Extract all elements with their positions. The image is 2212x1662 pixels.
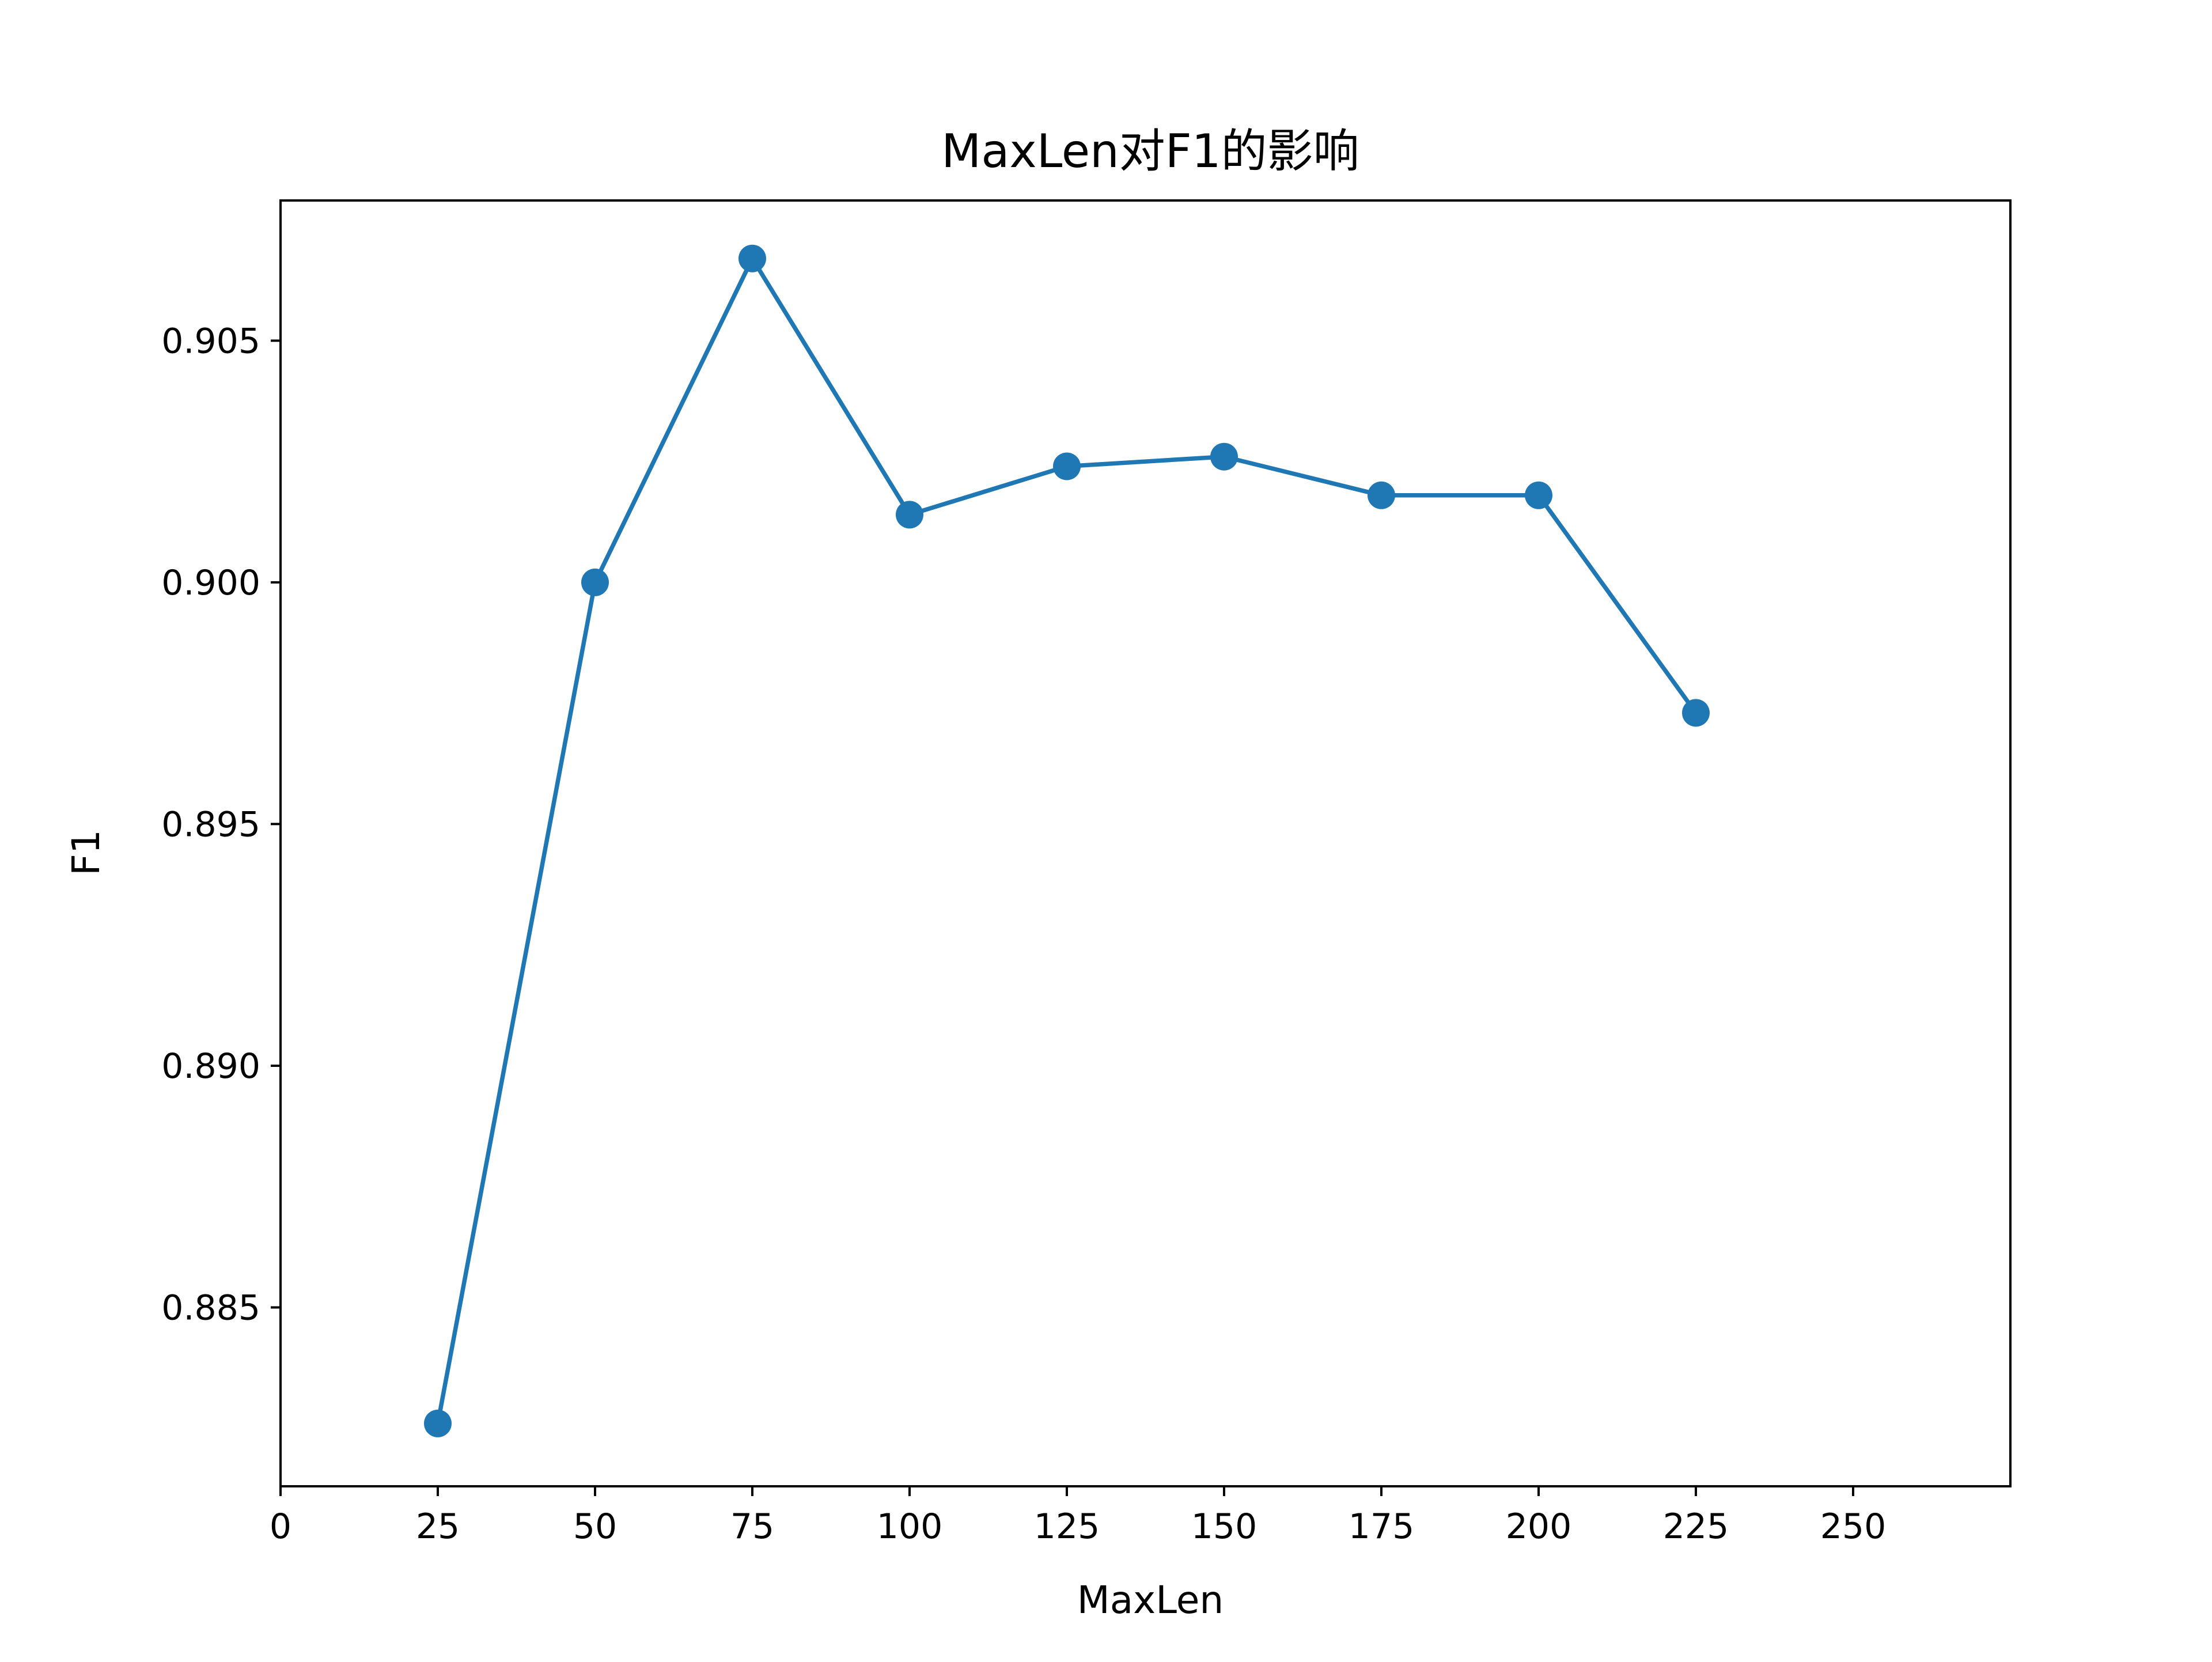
x-tick-label-150: 150 — [1191, 1506, 1257, 1547]
x-tick-label-0: 0 — [270, 1506, 291, 1547]
data-point-200 — [1525, 481, 1552, 509]
y-tick-label-0.905: 0.905 — [161, 321, 260, 361]
data-point-25 — [424, 1409, 452, 1437]
y-axis-label: F1 — [64, 830, 108, 876]
data-point-125 — [1053, 452, 1081, 480]
data-point-50 — [581, 568, 609, 596]
x-tick-label-75: 75 — [730, 1506, 774, 1547]
x-tick-label-250: 250 — [1820, 1506, 1887, 1547]
data-point-100 — [896, 501, 923, 529]
y-tick-label-0.9: 0.900 — [161, 563, 260, 603]
x-tick-label-225: 225 — [1663, 1506, 1729, 1547]
data-point-225 — [1682, 699, 1710, 727]
plot-frame — [279, 199, 2012, 1487]
x-tick-label-25: 25 — [416, 1506, 460, 1547]
x-axis-label: MaxLen — [1077, 1578, 1224, 1622]
data-point-175 — [1368, 481, 1395, 509]
data-point-150 — [1210, 442, 1238, 471]
x-tick-label-200: 200 — [1506, 1506, 1572, 1547]
plot-area: 0 25 50 75 100 125 150 175 200 225 250 0.885 0.890 0.… — [161, 199, 2012, 1547]
y-tick-label-0.89: 0.890 — [161, 1046, 260, 1086]
x-tick-label-125: 125 — [1034, 1506, 1100, 1547]
y-tick-label-0.895: 0.895 — [161, 804, 260, 845]
x-tick-label-175: 175 — [1349, 1506, 1415, 1547]
y-tick-label-0.885: 0.885 — [161, 1288, 260, 1328]
chart-title: MaxLen对F1的影响 — [941, 124, 1359, 178]
data-point-75 — [738, 244, 766, 272]
x-tick-label-100: 100 — [877, 1506, 943, 1547]
x-tick-label-50: 50 — [573, 1506, 617, 1547]
